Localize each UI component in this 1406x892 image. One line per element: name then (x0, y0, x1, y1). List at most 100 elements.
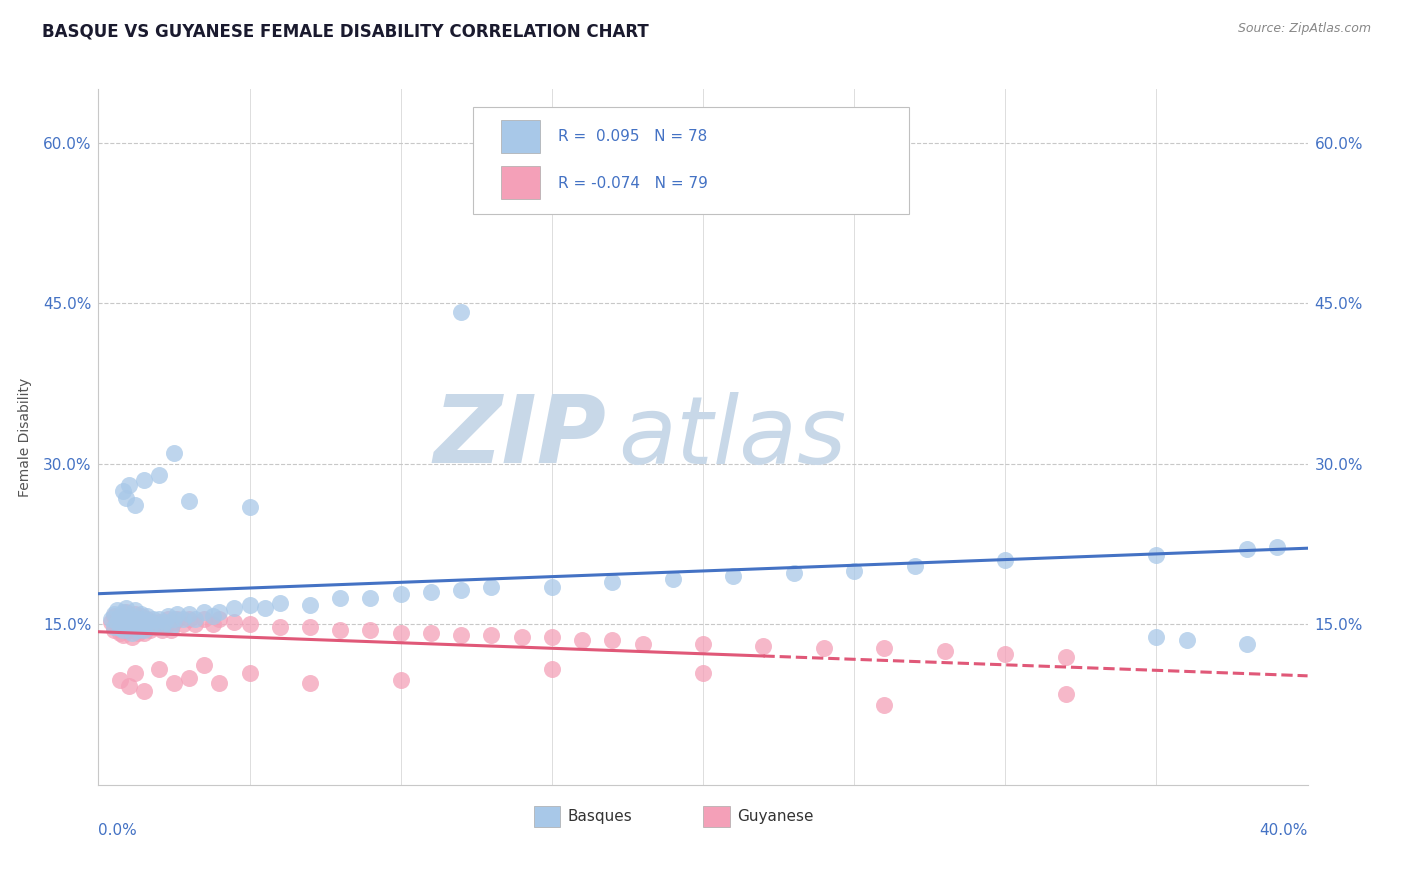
Point (145, 617, 167, 632)
Text: atlas: atlas (619, 392, 846, 483)
Point (108, 626, 131, 640)
Point (299, 598, 322, 612)
Point (1054, 687, 1077, 701)
Point (118, 612, 141, 626)
Point (132, 683, 155, 698)
Point (111, 605, 134, 619)
Point (105, 612, 128, 626)
Point (571, 633, 593, 648)
Point (631, 637, 654, 651)
Point (105, 615, 128, 630)
Point (142, 612, 165, 626)
Point (160, 623, 183, 637)
Point (121, 626, 143, 640)
FancyBboxPatch shape (501, 166, 540, 199)
Y-axis label: Female Disability: Female Disability (18, 377, 32, 497)
Point (142, 615, 165, 630)
Point (132, 473, 155, 487)
Point (994, 553, 1017, 567)
Point (510, 630, 533, 644)
Point (153, 619, 176, 633)
Text: Guyanese: Guyanese (737, 809, 813, 824)
Point (329, 623, 352, 637)
Point (129, 623, 152, 637)
Point (105, 619, 128, 633)
Point (360, 591, 382, 605)
Point (329, 591, 352, 605)
Point (114, 617, 136, 632)
Point (420, 585, 443, 599)
Point (163, 615, 186, 630)
Point (148, 612, 170, 626)
Point (184, 617, 207, 632)
Point (166, 612, 188, 626)
Point (124, 617, 146, 632)
Point (813, 640, 835, 655)
Point (692, 665, 714, 680)
Point (873, 698, 896, 712)
FancyBboxPatch shape (501, 120, 540, 153)
Point (132, 612, 155, 626)
Point (692, 137, 714, 152)
Point (148, 662, 170, 676)
Point (692, 637, 714, 651)
Point (723, 569, 745, 583)
Point (118, 478, 141, 492)
Point (111, 628, 134, 642)
Point (100, 612, 122, 626)
Point (844, 564, 866, 578)
Point (172, 617, 194, 632)
Point (299, 619, 322, 633)
Point (129, 607, 152, 621)
Point (121, 612, 143, 626)
Point (118, 623, 141, 637)
Point (208, 676, 231, 690)
Point (360, 623, 382, 637)
Point (114, 623, 136, 637)
Point (135, 612, 157, 626)
Point (160, 619, 183, 633)
Text: 0.0%: 0.0% (98, 823, 138, 838)
Point (1144, 630, 1167, 644)
Point (135, 608, 157, 623)
Point (904, 558, 927, 573)
Point (783, 566, 806, 580)
Point (179, 671, 201, 685)
Point (132, 626, 155, 640)
Point (111, 623, 134, 637)
Text: Basques: Basques (568, 809, 633, 824)
Point (148, 615, 170, 630)
Point (108, 608, 131, 623)
Point (124, 619, 146, 633)
Point (1054, 649, 1077, 664)
Point (118, 619, 141, 633)
Point (118, 680, 141, 694)
Point (103, 607, 125, 621)
Point (132, 623, 155, 637)
Point (450, 628, 472, 642)
Point (994, 648, 1017, 662)
Point (239, 500, 262, 514)
Point (139, 619, 162, 633)
Point (1175, 633, 1198, 648)
Point (111, 483, 134, 498)
Point (1267, 541, 1289, 555)
Point (481, 580, 503, 594)
Point (193, 605, 215, 619)
Point (156, 608, 179, 623)
Point (934, 644, 956, 658)
Point (127, 612, 149, 626)
Point (540, 630, 562, 644)
FancyBboxPatch shape (534, 805, 561, 827)
Point (145, 619, 167, 633)
Point (184, 612, 207, 626)
Point (163, 676, 186, 690)
FancyBboxPatch shape (703, 805, 730, 827)
Point (193, 658, 215, 673)
Point (148, 467, 170, 482)
Text: 40.0%: 40.0% (1260, 823, 1308, 838)
Point (127, 626, 149, 640)
Point (100, 615, 122, 630)
Point (1144, 548, 1167, 562)
Point (389, 587, 412, 601)
